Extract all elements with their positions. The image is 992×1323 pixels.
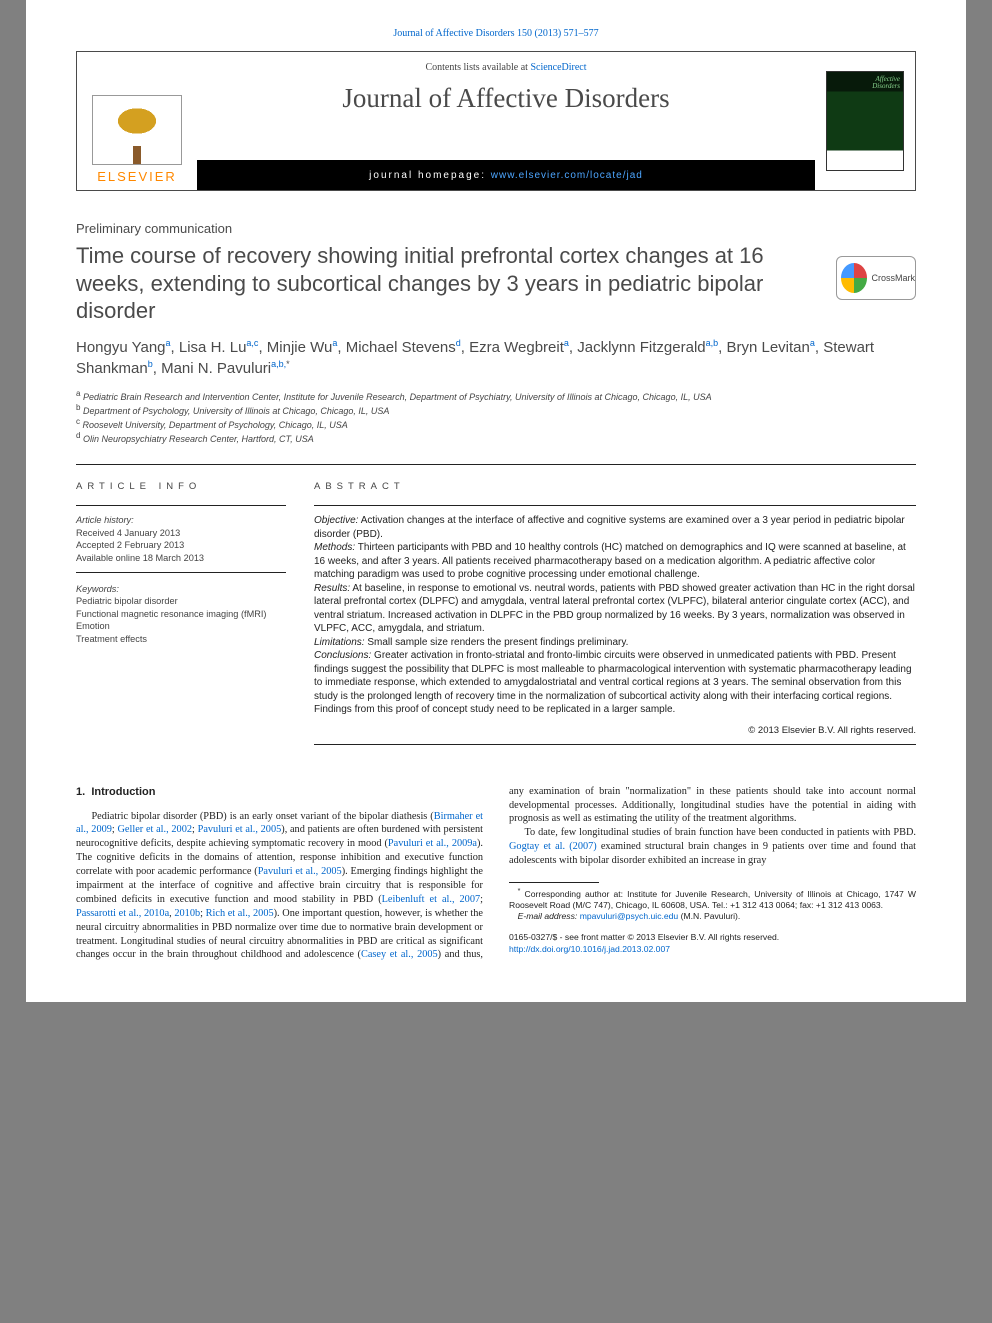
- history-accepted: Accepted 2 February 2013: [76, 539, 286, 551]
- crossmark-icon: [841, 263, 867, 293]
- conclusions-text: Greater activation in fronto-striatal an…: [314, 650, 912, 715]
- contents-prefix: Contents lists available at: [425, 62, 530, 73]
- article-info-col: ARTICLE INFO Article history: Received 4…: [76, 481, 286, 753]
- article-info-heading: ARTICLE INFO: [76, 481, 286, 494]
- citation-link[interactable]: 2010b: [174, 908, 200, 919]
- methods-text: Thirteen participants with PBD and 10 he…: [314, 542, 906, 580]
- homepage-link[interactable]: www.elsevier.com/locate/jad: [491, 170, 643, 181]
- section-number: 1.: [76, 786, 85, 798]
- corresponding-author-note: * Corresponding author at: Institute for…: [509, 887, 916, 911]
- citation-link[interactable]: Pavuluri et al., 2009a: [388, 838, 477, 849]
- authors-line: Hongyu Yanga, Lisa H. Lua,c, Minjie Wua,…: [76, 337, 916, 380]
- abstract-limitations: Limitations: Small sample size renders t…: [314, 636, 916, 650]
- email-line: E-mail address: mpavuluri@psych.uic.edu …: [509, 911, 916, 922]
- page: Journal of Affective Disorders 150 (2013…: [26, 0, 966, 1002]
- results-text: At baseline, in response to emotional vs…: [314, 583, 915, 635]
- keyword: Functional magnetic resonance imaging (f…: [76, 608, 286, 620]
- limitations-text: Small sample size renders the present fi…: [365, 637, 629, 648]
- keyword: Emotion: [76, 620, 286, 632]
- abstract-copyright: © 2013 Elsevier B.V. All rights reserved…: [314, 725, 916, 738]
- footnote-rule: [509, 882, 599, 883]
- results-lead: Results:: [314, 583, 350, 594]
- contents-line: Contents lists available at ScienceDirec…: [197, 62, 815, 73]
- affiliations-block: a Pediatric Brain Research and Intervent…: [76, 389, 916, 446]
- history-received: Received 4 January 2013: [76, 527, 286, 539]
- article-title: Time course of recovery showing initial …: [76, 242, 916, 325]
- abstract-conclusions: Conclusions: Greater activation in front…: [314, 649, 916, 717]
- elsevier-tree-icon: [92, 95, 182, 165]
- rule-1: [76, 464, 916, 465]
- objective-lead: Objective:: [314, 515, 358, 526]
- crossmark-label: CrossMark: [871, 273, 915, 283]
- header-citation: Journal of Affective Disorders 150 (2013…: [76, 28, 916, 39]
- publisher-name: ELSEVIER: [97, 169, 177, 184]
- body-two-column: 1. Introduction Pediatric bipolar disord…: [76, 785, 916, 963]
- abstract-col: ABSTRACT Objective: Activation changes a…: [314, 481, 916, 753]
- keyword: Pediatric bipolar disorder: [76, 595, 286, 607]
- homepage-prefix: journal homepage:: [369, 170, 486, 181]
- affiliation-line: a Pediatric Brain Research and Intervent…: [76, 389, 916, 403]
- journal-cover-thumb: [826, 71, 904, 171]
- objective-text: Activation changes at the interface of a…: [314, 515, 905, 540]
- citation-link[interactable]: Casey et al., 2005: [361, 949, 438, 960]
- homepage-bar: journal homepage: www.elsevier.com/locat…: [197, 160, 815, 190]
- publisher-block: ELSEVIER: [77, 52, 197, 190]
- keyword: Treatment effects: [76, 633, 286, 645]
- t: To date, few longitudinal studies of bra…: [524, 827, 916, 838]
- abstract-objective: Objective: Activation changes at the int…: [314, 514, 916, 541]
- header-citation-link[interactable]: Journal of Affective Disorders 150 (2013…: [393, 28, 598, 39]
- info-abstract-row: ARTICLE INFO Article history: Received 4…: [76, 481, 916, 753]
- crossmark-badge[interactable]: CrossMark: [836, 256, 916, 300]
- affiliation-line: b Department of Psychology, University o…: [76, 403, 916, 417]
- corr-text: Corresponding author at: Institute for J…: [509, 889, 916, 910]
- affiliation-line: c Roosevelt University, Department of Ps…: [76, 417, 916, 431]
- citation-link[interactable]: Pavuluri et al., 2005: [258, 866, 342, 877]
- email-link[interactable]: mpavuluri@psych.uic.edu: [580, 911, 679, 921]
- history-online: Available online 18 March 2013: [76, 552, 286, 564]
- doi-link[interactable]: http://dx.doi.org/10.1016/j.jad.2013.02.…: [509, 944, 670, 954]
- masthead-right: [815, 52, 915, 190]
- citation-link[interactable]: Pavuluri et al., 2005: [198, 824, 282, 835]
- section-1-heading: 1. Introduction: [76, 785, 483, 800]
- keywords-head: Keywords:: [76, 583, 286, 595]
- article-type-label: Preliminary communication: [76, 221, 916, 236]
- citation-link[interactable]: Leibenluft et al., 2007: [382, 894, 480, 905]
- limitations-lead: Limitations:: [314, 637, 365, 648]
- masthead-center: Contents lists available at ScienceDirec…: [197, 52, 815, 190]
- methods-lead: Methods:: [314, 542, 355, 553]
- citation-link[interactable]: Rich et al., 2005: [206, 908, 274, 919]
- footnotes: * Corresponding author at: Institute for…: [509, 887, 916, 922]
- journal-name: Journal of Affective Disorders: [197, 83, 815, 114]
- abstract-heading: ABSTRACT: [314, 481, 916, 494]
- citation-link[interactable]: Passarotti et al., 2010a: [76, 908, 169, 919]
- email-who: (M.N. Pavuluri).: [678, 911, 740, 921]
- history-head: Article history:: [76, 514, 286, 526]
- email-lead: E-mail address:: [518, 911, 578, 921]
- citation-link[interactable]: Gogtay et al. (2007): [509, 841, 597, 852]
- citation-link[interactable]: Geller et al., 2002: [118, 824, 193, 835]
- sciencedirect-link[interactable]: ScienceDirect: [530, 62, 586, 73]
- masthead: ELSEVIER Contents lists available at Sci…: [76, 51, 916, 191]
- t: Pediatric bipolar disorder (PBD) is an e…: [91, 811, 433, 822]
- bottom-meta: 0165-0327/$ - see front matter © 2013 El…: [509, 932, 916, 954]
- issn-line: 0165-0327/$ - see front matter © 2013 El…: [509, 932, 916, 943]
- conclusions-lead: Conclusions:: [314, 650, 371, 661]
- body-para-2: To date, few longitudinal studies of bra…: [509, 826, 916, 868]
- abstract-methods: Methods: Thirteen participants with PBD …: [314, 541, 916, 582]
- affiliation-line: d Olin Neuropsychiatry Research Center, …: [76, 431, 916, 445]
- section-title: Introduction: [91, 786, 155, 798]
- t: ;: [480, 894, 483, 905]
- abstract-results: Results: At baseline, in response to emo…: [314, 582, 916, 636]
